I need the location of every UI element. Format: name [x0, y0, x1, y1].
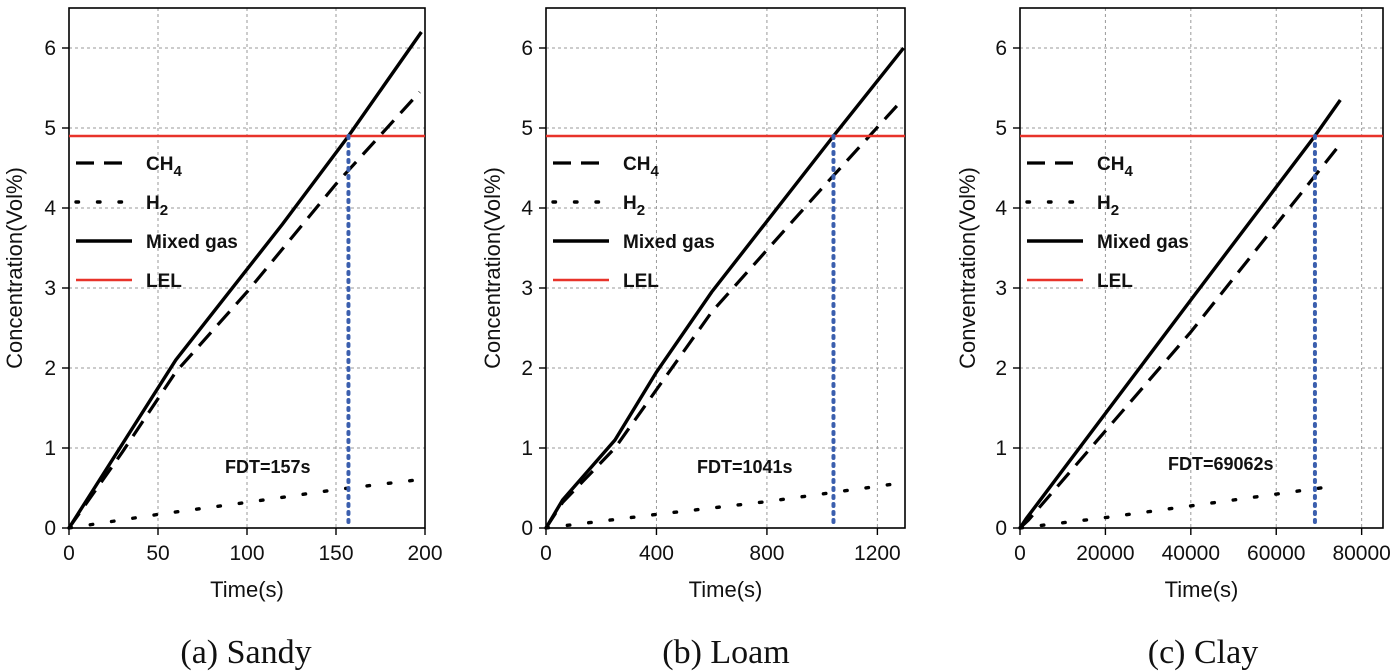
y-tick-label: 6 [521, 37, 533, 60]
legend: CH4 H2 Mixed gas LEL [1025, 154, 1189, 292]
y-tick-label: 4 [521, 197, 533, 220]
panel-caption: (c) Clay [1148, 634, 1258, 671]
x-axis-label: Time(s) [1165, 577, 1239, 602]
y-axis-label: Concentration(Vol%) [2, 167, 27, 369]
fdt-label: FDT=1041s [697, 457, 793, 477]
legend: CH4 H2 Mixed gas LEL [551, 154, 715, 292]
x-tick-label: 60000 [1247, 542, 1305, 565]
plot-frame [545, 7, 906, 529]
y-tick-label: 5 [521, 117, 533, 140]
y-tick-label: 0 [44, 517, 56, 540]
legend-label: CH4 [1097, 154, 1133, 180]
x-tick-label: 0 [1014, 542, 1026, 565]
y-tick-label: 4 [44, 197, 56, 220]
x-tick-label: 100 [229, 542, 264, 565]
y-axis-label: Conventration(Vol%) [955, 167, 980, 369]
x-axis-label: Time(s) [210, 577, 284, 602]
y-tick-label: 0 [521, 517, 533, 540]
x-tick-label: 20000 [1076, 542, 1134, 565]
plot-frame [1019, 7, 1384, 529]
y-axis-label: Concentration(Vol%) [480, 167, 505, 369]
y-tick-label: 3 [521, 277, 533, 300]
x-axis-label: Time(s) [689, 577, 763, 602]
y-tick-label: 5 [995, 117, 1007, 140]
legend-label: Mixed gas [1097, 232, 1189, 253]
x-tick-label: 0 [540, 542, 552, 565]
series-line-mixed-gas [544, 46, 905, 529]
y-tick-label: 2 [521, 357, 533, 380]
legend-label: Mixed gas [146, 232, 238, 253]
x-tick-label: 200 [407, 542, 442, 565]
x-tick-label: 1200 [854, 542, 901, 565]
legend-label: H2 [623, 193, 645, 219]
x-tick-label: 400 [639, 542, 674, 565]
x-tick-label: 50 [146, 542, 169, 565]
legend: CH4 H2 Mixed gas LEL [74, 154, 238, 292]
chart-panel-2: 0 400 800 1200 0 1 2 3 4 5 6 Time(s) Concentration(V… [480, 7, 906, 671]
y-tick-label: 1 [521, 437, 533, 460]
y-tick-label: 3 [995, 277, 1007, 300]
legend-label: LEL [1097, 271, 1133, 292]
series-line-h2 [544, 482, 896, 530]
y-tick-label: 0 [995, 517, 1007, 540]
panel-caption: (a) Sandy [180, 634, 311, 671]
legend-label: LEL [146, 271, 182, 292]
y-tick-label: 1 [995, 437, 1007, 460]
chart-panel-1: 0 50 100 150 200 0 1 2 3 4 5 6 Time(s) Concentration(… [2, 7, 443, 671]
y-tick-label: 3 [44, 277, 56, 300]
x-tick-label: 80000 [1332, 542, 1390, 565]
legend-label: Mixed gas [623, 232, 715, 253]
y-tick-label: 2 [44, 357, 56, 380]
y-tick-label: 6 [995, 37, 1007, 60]
y-tick-label: 6 [44, 37, 56, 60]
y-tick-label: 2 [995, 357, 1007, 380]
panel-caption: (b) Loam [662, 634, 789, 671]
series-line-h2 [1018, 484, 1334, 530]
fdt-label: FDT=157s [225, 457, 311, 477]
x-tick-label: 800 [749, 542, 784, 565]
x-tick-label: 150 [318, 542, 353, 565]
legend-label: CH4 [623, 154, 659, 180]
chart-panel-3: 0 20000 40000 60000 80000 0 1 2 3 4 5 6 Time(s) Conve… [955, 7, 1391, 671]
series-line-ch4 [544, 98, 904, 529]
legend-label: H2 [1097, 193, 1119, 219]
series-line-mixed-gas [67, 31, 423, 529]
series-line-mixed-gas [1018, 99, 1342, 529]
legend-label: H2 [146, 193, 168, 219]
series-line-h2 [67, 478, 418, 530]
y-tick-label: 5 [44, 117, 56, 140]
y-tick-label: 4 [995, 197, 1007, 220]
legend-label: LEL [623, 271, 659, 292]
fdt-label: FDT=69062s [1168, 454, 1274, 474]
x-tick-label: 0 [63, 542, 75, 565]
legend-label: CH4 [146, 154, 182, 180]
x-tick-label: 40000 [1162, 542, 1220, 565]
y-tick-label: 1 [44, 437, 56, 460]
